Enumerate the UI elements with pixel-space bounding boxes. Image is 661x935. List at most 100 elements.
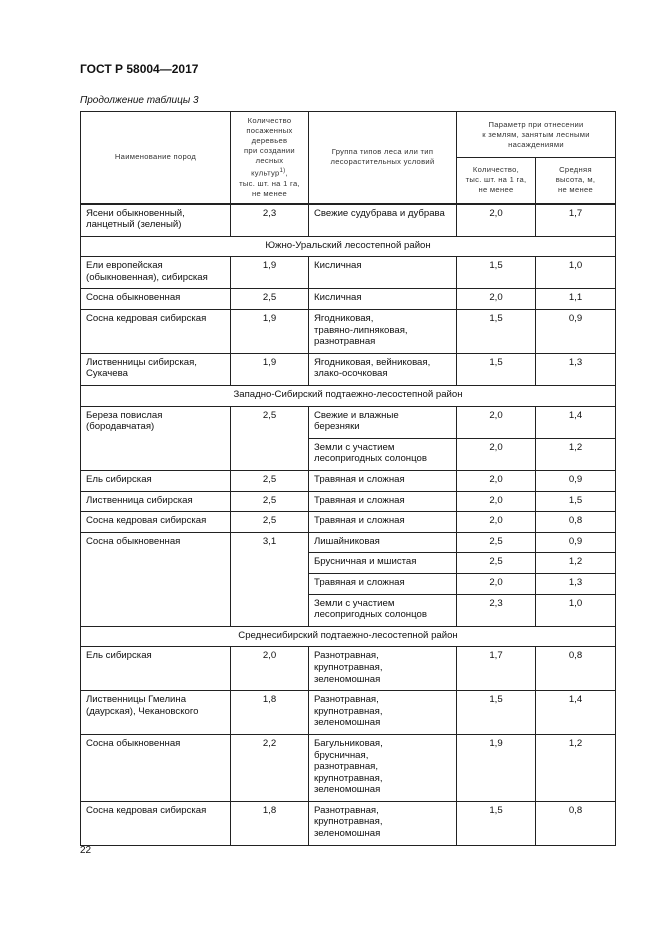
forest-type-group: Свежие и влажные березняки (308, 405, 457, 439)
avg-height: 1,3 (534, 352, 617, 387)
species-name: Лиственница сибирская (80, 490, 231, 513)
table-body: Ясени обыкновенный, ланцетный (зеленый) 2… (79, 203, 617, 846)
table-row: Земли с участием лесопригодных солонцов 2… (81, 593, 617, 627)
avg-height: 0,9 (534, 470, 617, 492)
col-header-group: Группа типов леса или тип лесорастительн… (308, 111, 457, 204)
planted-count: 2,3 (230, 203, 309, 237)
planted-count: 3,1 (230, 531, 309, 627)
forest-type-group: Травяная и сложная (308, 511, 457, 533)
species-name: Береза повислая (бородавчатая) (80, 405, 231, 472)
col-header-count: Количество посаженных деревьев при созда… (230, 111, 309, 204)
forest-type-group: Кисличная (308, 288, 457, 311)
section-row: Среднесибирский подтаежно-лесостепной ра… (79, 625, 617, 648)
table-row: Сосна кедровая сибирская 1,8 Разнотравная,… (80, 800, 617, 846)
planted-count: 1,8 (230, 690, 309, 735)
species-name: Ель сибирская (80, 646, 231, 692)
page-number: 22 (80, 845, 92, 856)
forest-type-group: Земли с участием лесопригодных солонцов (308, 593, 457, 627)
footnote-ref: 1) (279, 167, 286, 174)
avg-height: 1,1 (534, 288, 617, 311)
forest-type-group: Травяная и сложная (308, 490, 457, 513)
table-row: Ель сибирская 2,5 Травяная и сложная 2,0 0,9 (80, 470, 617, 492)
planted-count: 2,5 (230, 405, 309, 472)
planted-count: 2,2 (230, 733, 309, 802)
min-quantity: 1,7 (456, 646, 536, 692)
species-name: Сосна обыкновенная (80, 733, 231, 802)
planted-count: 2,5 (230, 288, 309, 311)
table-row: Земли с участием лесопригодных солонцов 2… (81, 437, 617, 472)
avg-height: 0,8 (534, 511, 617, 533)
species-name: Сосна кедровая сибирская (80, 309, 231, 354)
avg-height: 0,8 (534, 646, 617, 692)
min-quantity: 2,0 (456, 288, 536, 311)
table-row: Травяная и сложная 2,0 1,3 (81, 572, 617, 595)
min-quantity: 1,5 (456, 256, 536, 290)
table-row: Лиственница сибирская 2,5 Травяная и сложн… (80, 490, 617, 513)
avg-height: 1,2 (534, 733, 617, 802)
planted-count: 2,5 (230, 470, 309, 492)
forest-type-group: Разнотравная, крупнотравная, зеленомошна… (308, 690, 457, 735)
min-quantity: 2,5 (456, 552, 536, 574)
planted-count: 2,5 (230, 490, 309, 513)
table-row: Сосна кедровая сибирская 1,9 Ягодниковая, … (80, 309, 617, 354)
min-quantity: 2,0 (456, 437, 536, 472)
forest-type-group: Багульниковая, брусничная, разнотравная,… (308, 733, 457, 802)
species-name: Сосна кедровая сибирская (80, 800, 231, 846)
forest-type-group: Брусничная и мшистая (308, 552, 457, 574)
document-title: ГОСТ Р 58004—2017 (80, 62, 199, 76)
avg-height: 0,9 (534, 531, 617, 554)
min-quantity: 2,0 (456, 405, 536, 439)
table-row: Ясени обыкновенный, ланцетный (зеленый) 2… (80, 203, 617, 237)
section-row: Южно-Уральский лесостепной район (79, 235, 617, 258)
avg-height: 0,9 (534, 309, 617, 354)
species-name: Лиственницы сибирская, Сукачева (80, 352, 231, 387)
section-title: Среднесибирский подтаежно-лесостепной ра… (79, 625, 617, 648)
table-row: Лиственницы Гмелина (даурская), Чекановс… (80, 690, 617, 735)
avg-height: 1,7 (534, 203, 617, 237)
forest-type-group: Лишайниковая (308, 531, 457, 554)
table-caption: Продолжение таблицы 3 (80, 95, 199, 106)
forest-type-group: Ягодниковая, вейниковая, злако-осочковая (308, 352, 457, 387)
species-name: Лиственницы Гмелина (даурская), Чекановс… (80, 690, 231, 735)
avg-height: 1,0 (534, 593, 617, 627)
planted-count: 1,9 (230, 256, 309, 290)
col-header-param: Параметр при отнесении к землям, занятым… (455, 111, 617, 158)
min-quantity: 1,5 (456, 690, 536, 735)
forest-type-group: Разнотравная, крупнотравная, зеленомошна… (308, 646, 457, 692)
table-row: Ель сибирская 2,0 Разнотравная, крупнотрав… (80, 646, 617, 692)
min-quantity: 2,0 (456, 572, 536, 595)
avg-height: 1,2 (534, 437, 617, 472)
table-row: Сосна кедровая сибирская 2,5 Травяная и сл… (80, 511, 617, 533)
species-name: Сосна кедровая сибирская (80, 511, 231, 533)
col-header-count-text: Количество посаженных деревьев при созда… (244, 115, 295, 178)
forest-type-group: Земли с участием лесопригодных солонцов (308, 437, 457, 472)
table-row: Сосна обыкновенная 2,5 Кисличная 2,0 1,1 (80, 288, 617, 311)
species-table: Наименование пород Количество посаженных… (79, 111, 617, 846)
species-name: Сосна обыкновенная (80, 288, 231, 311)
min-quantity: 2,0 (456, 511, 536, 533)
species-name: Ясени обыкновенный, ланцетный (зеленый) (80, 203, 231, 237)
table-row: Ели европейская (обыкновенная), сибирска… (80, 256, 617, 290)
min-quantity: 2,0 (456, 490, 536, 513)
avg-height: 1,5 (534, 490, 617, 513)
avg-height: 1,3 (534, 572, 617, 595)
table-row: Сосна обыкновенная 3,1 Лишайниковая 2,5 0,9 (80, 531, 617, 627)
avg-height: 1,4 (534, 690, 617, 735)
section-title: Южно-Уральский лесостепной район (79, 235, 617, 258)
forest-type-group: Кисличная (308, 256, 457, 290)
section-row: Западно-Сибирский подтаежно-лесостепной … (79, 385, 617, 407)
avg-height: 1,2 (534, 552, 617, 574)
min-quantity: 2,3 (456, 593, 536, 627)
min-quantity: 1,9 (456, 733, 536, 802)
min-quantity: 2,5 (456, 531, 536, 554)
forest-type-group: Свежие судубрава и дубрава (308, 203, 457, 237)
forest-type-group: Разнотравная, крупнотравная, зеленомошна… (308, 800, 457, 846)
planted-count: 1,9 (230, 309, 309, 354)
forest-type-group: Травяная и сложная (308, 572, 457, 595)
table-row: Береза повислая (бородавчатая) 2,5 Свежие … (80, 405, 617, 472)
min-quantity: 2,0 (456, 470, 536, 492)
table-row: Сосна обыкновенная 2,2 Багульниковая, брус… (80, 733, 617, 802)
species-name: Ели европейская (обыкновенная), сибирска… (80, 256, 231, 290)
avg-height: 1,0 (534, 256, 617, 290)
table-header: Наименование пород Количество посаженных… (80, 111, 617, 204)
